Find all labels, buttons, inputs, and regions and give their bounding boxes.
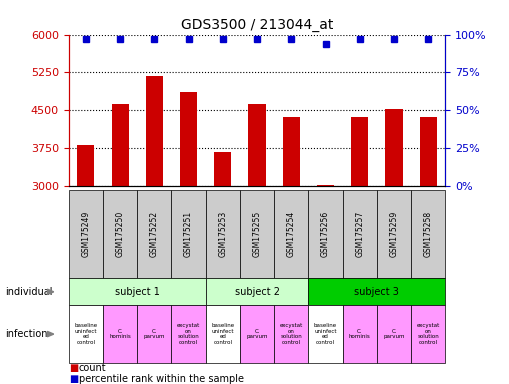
Text: baseline
uninfect
ed
control: baseline uninfect ed control	[74, 323, 97, 345]
Text: GSM175249: GSM175249	[81, 211, 90, 257]
Text: baseline
uninfect
ed
control: baseline uninfect ed control	[211, 323, 234, 345]
Text: C.
hominis: C. hominis	[109, 329, 131, 339]
Text: GSM175250: GSM175250	[116, 211, 125, 257]
Text: GSM175252: GSM175252	[150, 211, 159, 257]
Bar	[180, 92, 197, 186]
Text: ■: ■	[69, 374, 78, 384]
Text: C.
parvum: C. parvum	[144, 329, 165, 339]
Text: subject 3: subject 3	[354, 287, 400, 297]
Bar	[214, 152, 232, 186]
Text: percentile rank within the sample: percentile rank within the sample	[79, 374, 244, 384]
Title: GDS3500 / 213044_at: GDS3500 / 213044_at	[181, 18, 333, 32]
Bar	[77, 145, 94, 186]
Text: GSM175253: GSM175253	[218, 211, 228, 257]
Text: GSM175257: GSM175257	[355, 211, 364, 257]
Bar	[146, 76, 163, 186]
Text: C.
hominis: C. hominis	[349, 329, 371, 339]
Text: C.
parvum: C. parvum	[246, 329, 268, 339]
Text: excystat
on
solution
control: excystat on solution control	[177, 323, 200, 345]
Text: GSM175254: GSM175254	[287, 211, 296, 257]
Text: excystat
on
solution
control: excystat on solution control	[279, 323, 303, 345]
Text: subject 1: subject 1	[115, 287, 160, 297]
Bar	[317, 185, 334, 186]
Bar	[248, 104, 266, 186]
Bar	[111, 104, 129, 186]
Text: subject 2: subject 2	[235, 287, 279, 297]
Text: GSM175251: GSM175251	[184, 211, 193, 257]
Text: GSM175255: GSM175255	[252, 211, 262, 257]
Text: GSM175259: GSM175259	[389, 211, 399, 257]
Bar	[282, 118, 300, 186]
Text: GSM175258: GSM175258	[424, 211, 433, 257]
Text: C.
parvum: C. parvum	[383, 329, 405, 339]
Text: individual: individual	[5, 287, 52, 297]
Bar	[351, 118, 369, 186]
Text: count: count	[79, 363, 106, 373]
Text: GSM175256: GSM175256	[321, 211, 330, 257]
Text: baseline
uninfect
ed
control: baseline uninfect ed control	[314, 323, 337, 345]
Bar	[420, 118, 437, 186]
Text: infection: infection	[5, 329, 47, 339]
Text: excystat
on
solution
control: excystat on solution control	[417, 323, 440, 345]
Text: ■: ■	[69, 363, 78, 373]
Bar	[385, 109, 403, 186]
